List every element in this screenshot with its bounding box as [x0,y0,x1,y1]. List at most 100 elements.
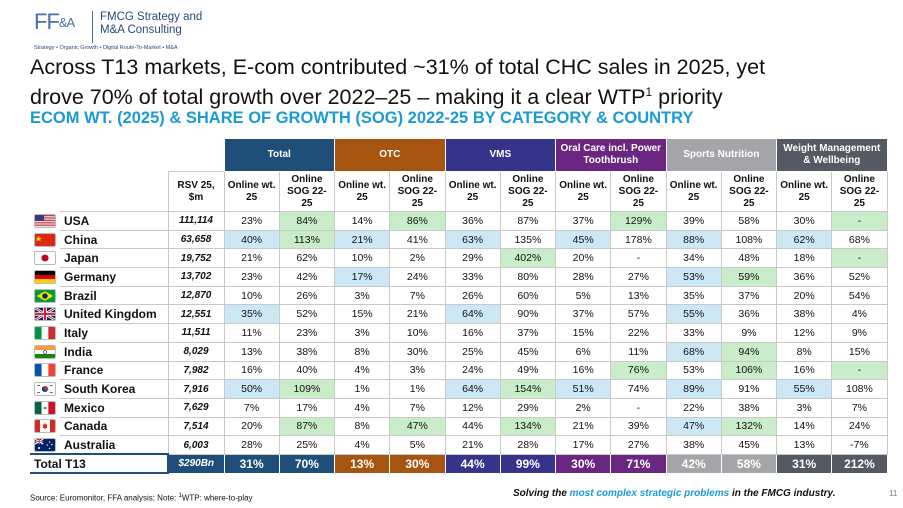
online-sog-value: 57% [610,304,667,325]
online-sog-value: 15% [831,341,888,362]
online-sog-value: 22% [610,323,667,343]
online-wt-value: 55% [776,379,833,399]
online-sog-value: 108% [831,379,888,399]
online-wt-value: 13% [223,341,280,362]
online-wt-value: 16% [223,360,280,381]
online-wt-header: Online wt. 25 [665,171,722,212]
australia-flag-icon [30,436,60,455]
rsv-value: 8,029 [167,341,225,362]
country-name: Italy [60,323,169,343]
country-name: China [60,229,169,250]
rsv-header: RSV 25, $m [167,171,225,212]
online-sog-value: 129% [610,211,667,231]
online-sog-value: 94% [720,341,778,362]
online-sog-value: 7% [389,285,446,306]
online-sog-value: 23% [278,323,336,343]
online-sog-value: 90% [499,304,557,325]
online-wt-value: 38% [776,304,833,325]
online-wt-value: 4% [333,435,391,455]
uk-flag-icon [30,305,60,324]
online-wt-value: 29% [444,248,501,269]
rsv-value: 7,982 [167,360,225,381]
table-row: Italy 11,511 11% 23% 3% 10% 16% 37% 15% 22% 33% 9% 1… [30,323,888,343]
online-wt-value: 36% [776,267,833,287]
online-wt-value: 28% [223,435,280,455]
online-wt-value: 20% [223,416,280,437]
online-wt-value: 3% [333,285,391,306]
group-header: Total [223,138,335,172]
page-title: Across T13 markets, E-com contributed ~3… [30,55,766,110]
online-wt-value: 24% [444,360,501,381]
table-row: Mexico 7,629 7% 17% 4% 7% 12% 29% 2% -22% 38% 3% 7% [30,397,888,418]
online-wt-value: 1% [333,379,391,399]
online-sog-value: 91% [720,379,778,399]
online-wt-value: 3% [333,323,391,343]
online-wt-value: 89% [665,379,722,399]
online-wt-value: 10% [333,248,391,269]
online-wt-value: 55% [665,304,722,325]
online-wt-value: 63% [444,229,501,250]
germany-flag-icon [30,268,60,287]
online-wt-header: Online wt. 25 [776,171,833,212]
rsv-value: 7,916 [167,379,225,399]
online-wt-value: 36% [444,211,501,231]
online-sog-value: 68% [831,229,888,250]
india-flag-icon [30,342,60,361]
online-sog-value: - [831,248,888,269]
online-wt-value: 16% [444,323,501,343]
online-sog-value: 38% [278,341,336,362]
online-sog-value: 21% [389,304,446,325]
country-name: France [60,360,169,381]
online-sog-value: 2% [389,248,446,269]
total-online-sog-value: 30% [389,453,446,474]
online-sog-value: 52% [278,304,336,325]
online-wt-value: 13% [776,435,833,455]
country-name: Japan [60,248,169,269]
online-wt-value: 64% [444,304,501,325]
online-sog-value: - [831,211,888,231]
online-wt-value: 20% [555,248,612,269]
footer-tagline: Solving the most complex strategic probl… [513,488,836,499]
online-sog-value: 154% [499,379,557,399]
online-sog-value: 30% [389,341,446,362]
online-sog-value: 24% [831,416,888,437]
online-sog-header: Online SOG 22-25 [389,171,446,212]
online-sog-value: 9% [831,323,888,343]
online-sog-value: - [831,360,888,381]
online-wt-value: 51% [555,379,612,399]
online-wt-value: 21% [333,229,391,250]
total-online-wt-value: 44% [444,453,501,474]
country-name: USA [60,211,169,231]
total-online-wt-value: 30% [555,453,612,474]
online-sog-value: 13% [610,285,667,306]
brazil-flag-icon [30,286,60,305]
table-row: India 8,029 13% 38% 8% 30% 25% 45% 6% 11% 68% 94% 8%… [30,341,888,362]
total-online-wt-value: 13% [333,453,391,474]
online-sog-value: 59% [720,267,778,287]
online-wt-header: Online wt. 25 [444,171,501,212]
online-wt-header: Online wt. 25 [223,171,280,212]
online-wt-value: 21% [444,435,501,455]
online-wt-value: 33% [444,267,501,287]
online-wt-value: 50% [223,379,280,399]
online-sog-header: Online SOG 22-25 [720,171,778,212]
online-sog-value: 45% [720,435,778,455]
online-wt-value: 21% [555,416,612,437]
online-sog-value: 38% [720,397,778,418]
online-wt-value: 44% [444,416,501,437]
rsv-value: 6,003 [167,435,225,455]
online-wt-value: 40% [223,229,280,250]
france-flag-icon [30,361,60,380]
online-sog-value: 41% [389,229,446,250]
rsv-value: 111,114 [167,211,225,231]
online-sog-value: 1% [389,379,446,399]
page-number: 11 [889,489,898,498]
online-wt-value: 25% [444,341,501,362]
rsv-value: 19,752 [167,248,225,269]
rsv-value: 12,870 [167,285,225,306]
online-wt-value: 11% [223,323,280,343]
online-wt-value: 17% [333,267,391,287]
online-sog-value: 45% [499,341,557,362]
online-sog-value: 80% [499,267,557,287]
online-sog-value: 86% [389,211,446,231]
